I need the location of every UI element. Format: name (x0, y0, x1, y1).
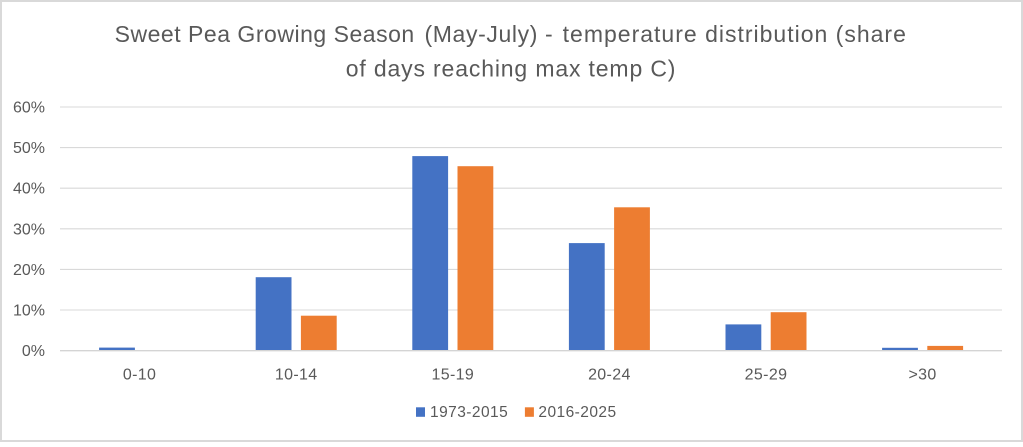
svg-text:0%: 0% (22, 343, 45, 360)
svg-text:2016-2025: 2016-2025 (538, 404, 616, 421)
svg-text:>30: >30 (908, 367, 936, 384)
svg-text:20%: 20% (13, 262, 45, 279)
svg-text:10-14: 10-14 (275, 367, 318, 384)
svg-text:60%: 60% (13, 100, 45, 117)
svg-text:(May-July) -: (May-July) - (425, 21, 554, 47)
svg-text:0-10: 0-10 (123, 367, 156, 384)
svg-text:40%: 40% (13, 181, 45, 198)
svg-text:20-24: 20-24 (588, 367, 631, 384)
svg-text:of days reaching max temp C): of days reaching max temp C) (346, 56, 677, 82)
svg-text:1973-2015: 1973-2015 (430, 404, 508, 421)
svg-text:Sweet Pea Growing Season: Sweet Pea Growing Season (115, 21, 415, 47)
svg-text:temperature distribution (shar: temperature distribution (share (563, 21, 907, 47)
svg-text:50%: 50% (13, 140, 45, 157)
svg-text:15-19: 15-19 (431, 367, 474, 384)
svg-text:10%: 10% (13, 303, 45, 320)
svg-text:25-29: 25-29 (745, 367, 788, 384)
svg-text:30%: 30% (13, 221, 45, 238)
